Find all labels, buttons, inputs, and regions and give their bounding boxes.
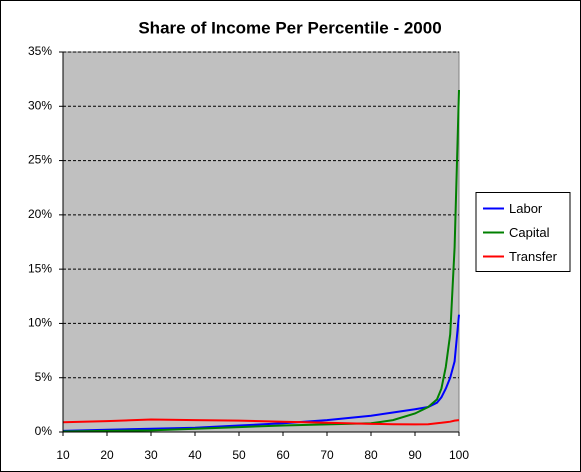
plot-background [62,51,460,433]
data-line [62,418,460,426]
legend-label: Capital [509,225,550,240]
chart-title: Share of Income Per Percentile - 2000 [138,18,441,37]
y-tick-label: 25% [28,153,52,167]
x-tick-label: 70 [320,448,334,462]
legend-label: Transfer [509,249,558,264]
y-tick-label: 10% [28,316,52,330]
y-tick-label: 15% [28,261,52,275]
y-tick-label: 0% [35,424,53,438]
y-tick-label: 35% [28,44,52,58]
plot-area [62,51,460,433]
x-tick-label: 20 [100,448,114,462]
x-tick-label: 60 [276,448,290,462]
legend: Labor Capital Transfer [475,192,571,272]
x-tick-label: 50 [232,448,246,462]
data-line [62,314,460,432]
x-tick-label: 100 [449,448,469,462]
y-tick-label: 5% [35,370,53,384]
y-tick-label: 20% [28,207,52,221]
y-tick-label: 30% [28,98,52,112]
data-line [62,89,460,433]
x-tick-label: 30 [144,448,158,462]
x-tick-label: 80 [364,448,378,462]
legend-label: Labor [509,201,543,216]
x-tick-label: 40 [188,448,202,462]
x-tick-label: 10 [56,448,70,462]
x-tick-label: 90 [408,448,422,462]
